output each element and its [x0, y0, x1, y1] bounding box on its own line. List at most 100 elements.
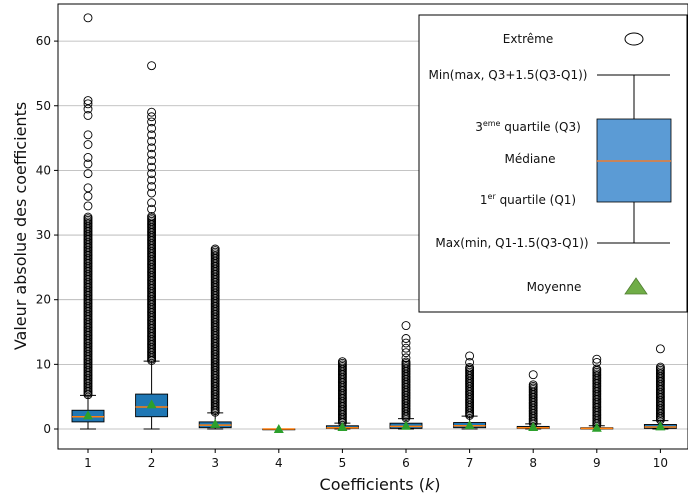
mean-marker [146, 399, 157, 409]
outlier-marker [147, 212, 157, 221]
box-group-k8 [516, 370, 550, 432]
outlier-marker [592, 357, 602, 367]
y-tick-label: 20 [36, 293, 51, 307]
mean-marker [464, 420, 475, 430]
outlier-marker [528, 370, 538, 380]
x-tick-label: 6 [402, 456, 410, 470]
legend-lower-whisker-label: Max(min, Q1-1.5(Q3-Q1)) [435, 236, 588, 250]
outlier-marker [83, 96, 93, 106]
outlier-markers [528, 380, 538, 428]
legend: Extrême Min(max, Q3+1.5(Q3-Q1)) 3eme qua… [418, 14, 688, 313]
outlier-marker [401, 338, 411, 348]
outlier-marker [465, 351, 475, 361]
x-tick-label: 2 [148, 456, 156, 470]
mean-marker [210, 418, 221, 428]
legend-mean-label: Moyenne [527, 280, 582, 294]
outlier-marker [401, 357, 411, 367]
legend-extreme-label: Extrême [503, 32, 554, 46]
y-tick-label: 0 [43, 422, 51, 436]
legend-upper-whisker-label: Min(max, Q3+1.5(Q3-Q1)) [429, 68, 588, 82]
outlier-marker [83, 13, 93, 23]
y-tick-label: 50 [36, 99, 51, 113]
outlier-marker [83, 153, 93, 162]
outlier-markers [147, 212, 157, 365]
outlier-marker [83, 99, 93, 109]
outlier-marker [147, 182, 157, 192]
outlier-markers [401, 357, 411, 423]
outlier-marker [465, 357, 475, 367]
x-tick-label: 5 [339, 456, 347, 470]
box-group-k3 [198, 244, 232, 430]
outlier-marker [147, 149, 157, 159]
outlier-marker [465, 362, 475, 372]
outlier-markers [210, 244, 220, 417]
outlier-marker [83, 201, 93, 211]
x-tick-label: 4 [275, 456, 283, 470]
mean-marker [655, 421, 666, 431]
y-axis: 0 10 20 30 40 50 60 [36, 34, 58, 436]
outlier-marker [147, 107, 157, 117]
outlier-marker [655, 344, 665, 354]
outlier-marker [592, 364, 602, 374]
mean-marker [337, 422, 348, 432]
box-group-k4 [262, 424, 296, 433]
legend-extreme-marker [624, 32, 644, 46]
outlier-marker [83, 110, 93, 120]
outlier-markers [337, 357, 347, 427]
outlier-marker [147, 169, 157, 179]
outlier-marker [83, 159, 93, 169]
outlier-marker [83, 212, 93, 222]
outlier-marker [655, 362, 665, 372]
outlier-marker [83, 140, 93, 149]
x-tick-label: 3 [211, 456, 219, 470]
x-tick-label: 7 [466, 456, 474, 470]
x-tick-label: 10 [653, 456, 668, 470]
mean-marker [401, 420, 411, 430]
x-tick-label: 8 [529, 456, 537, 470]
box-group-k1 [71, 13, 105, 430]
outlier-marker [147, 117, 157, 127]
outlier-marker [401, 321, 411, 331]
outlier-marker [83, 169, 93, 179]
outlier-marker [147, 136, 157, 146]
y-tick-label: 30 [36, 228, 51, 242]
y-axis-label: Valeur absolue des coefficients [11, 102, 30, 350]
box-group-k6 [389, 321, 423, 430]
outlier-marker [401, 348, 411, 358]
box-group-k7 [453, 351, 487, 430]
y-tick-label: 60 [36, 34, 51, 48]
outlier-marker [147, 156, 157, 166]
box-group-k2 [135, 61, 169, 430]
y-tick-label: 40 [36, 163, 51, 177]
box-group-k9 [580, 354, 614, 432]
outlier-markers [655, 362, 665, 425]
outlier-marker [147, 112, 157, 122]
mean-marker [528, 422, 539, 432]
outlier-marker [83, 130, 93, 140]
outlier-marker [83, 183, 93, 193]
mean-marker [273, 424, 284, 433]
outlier-marker [401, 353, 411, 363]
outlier-marker [147, 123, 157, 133]
outlier-marker [147, 130, 157, 140]
outlier-marker [337, 357, 347, 367]
x-tick-label: 9 [593, 456, 601, 470]
outlier-markers [592, 364, 602, 430]
outlier-marker [592, 354, 602, 364]
outlier-marker [147, 198, 157, 208]
outlier-marker [147, 143, 157, 153]
legend-q1-label: 1er quartile (Q1) [480, 192, 576, 207]
outlier-marker [147, 61, 157, 71]
outlier-marker [147, 175, 157, 185]
box-plot-series [71, 13, 677, 433]
mean-marker [591, 422, 602, 432]
outlier-marker [147, 188, 157, 198]
legend-q3-label: 3eme quartile (Q3) [475, 119, 581, 134]
outlier-marker [401, 343, 411, 353]
outlier-marker [401, 334, 411, 343]
y-gridlines [58, 40, 688, 430]
outlier-marker [83, 191, 93, 201]
outlier-marker [528, 380, 538, 390]
outlier-markers [83, 212, 93, 400]
y-tick-label: 10 [36, 357, 51, 371]
